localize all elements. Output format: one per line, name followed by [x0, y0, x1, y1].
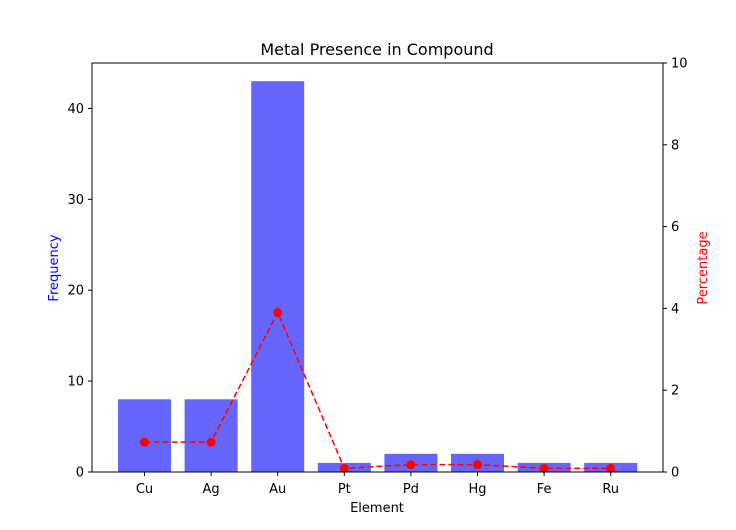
point-pd [406, 460, 416, 470]
chart-title: Metal Presence in Compound [260, 40, 493, 59]
y-left-tick-label-30: 30 [67, 193, 84, 208]
point-ag [206, 437, 216, 447]
percentage-line [144, 310, 611, 470]
point-cu [140, 437, 149, 447]
point-au [273, 307, 283, 317]
y-left-tick-label-20: 20 [67, 284, 84, 299]
y-right-tick-label-10: 10 [671, 57, 688, 72]
point-pt [339, 463, 349, 473]
x-tick-label-ru: Ru [602, 482, 619, 497]
y-axis-right: 0 2 4 6 8 10 [663, 57, 688, 481]
y-left-tick-label-40: 40 [67, 102, 84, 117]
line-series [140, 307, 616, 473]
x-tick-label-pd: Pd [403, 482, 419, 497]
y-axis-right-label: Percentage [696, 231, 711, 304]
y-left-tick-label-0: 0 [76, 466, 84, 481]
bar-cu [118, 399, 171, 472]
y-left-tick-label-10: 10 [67, 375, 84, 390]
plot-frame [91, 62, 664, 473]
y-axis-left-label: Frequency [47, 234, 62, 301]
y-right-tick-label-0: 0 [671, 466, 679, 481]
x-tick-label-pt: Pt [338, 482, 351, 497]
x-tick-label-fe: Fe [537, 482, 552, 497]
x-tick-label-ag: Ag [203, 482, 220, 497]
y-right-tick-label-8: 8 [671, 138, 679, 153]
point-ru [606, 463, 616, 473]
bar-ag [184, 399, 238, 472]
bar-au [251, 81, 305, 472]
point-fe [539, 463, 549, 473]
y-right-tick-label-4: 4 [671, 302, 679, 317]
x-tick-label-cu: Cu [136, 482, 153, 497]
x-tick-label-au: Au [269, 482, 286, 497]
y-right-tick-label-6: 6 [671, 220, 679, 235]
x-axis: Cu Ag Au Pt Pd Hg Fe Ru [136, 472, 619, 497]
x-tick-label-hg: Hg [468, 482, 486, 497]
y-right-tick-label-2: 2 [671, 384, 679, 399]
y-axis-left: 0 10 20 30 40 [67, 102, 92, 481]
point-hg [473, 460, 482, 470]
x-axis-label: Element [350, 501, 404, 516]
